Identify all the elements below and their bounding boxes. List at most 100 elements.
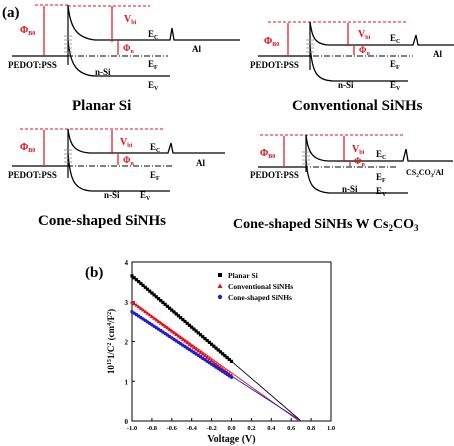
band-diagram-planar-si: ΦB0 Vbi Φn EC EF EV PEDOT:PSS n-Si Al Pl… [8,4,240,114]
phi-b0-label: ΦB0 [260,148,275,160]
data-point-conventional-sinhs [189,343,194,348]
data-point-conventional-sinhs [163,324,168,328]
legend-label: Cone-shaped SiNHs [228,293,292,302]
x-tick-label: 0.8 [307,425,316,432]
ev-label: EV [376,186,387,198]
pedot-label: PEDOT:PSS [250,60,299,70]
ec-label: EC [390,33,400,45]
y-tick-label: 0 [125,418,129,426]
x-tick-label: -0.2 [206,425,216,432]
data-point-conventional-sinhs [202,353,207,358]
metal-label: CS2CO3/Al [406,168,444,179]
conduction-band [305,134,453,162]
legend-marker [217,283,223,288]
ef-label: EF [148,59,158,71]
nsi-label: n-Si [95,67,111,77]
vbi-label: Vbi [352,144,365,156]
legend-label: Conventional SiNHs [228,282,293,291]
x-tick-label: -0.8 [147,425,158,432]
legend-marker [218,273,222,277]
ec-label: EC [150,142,160,154]
data-point-conventional-sinhs [200,352,205,356]
panel-a-label: (a) [2,5,20,21]
pedot-label: PEDOT:PSS [8,60,57,70]
fit-line [131,311,302,422]
data-point-conventional-sinhs [209,358,214,363]
fit-line [131,275,302,422]
ev-label: EV [140,190,151,202]
data-point-conventional-sinhs [180,337,185,341]
data-point-conventional-sinhs [165,325,170,330]
data-point-conventional-sinhs [167,327,172,332]
metal-label: Al [192,44,201,54]
pedot-label: PEDOT:PSS [8,170,57,180]
ec-label: EC [148,29,158,41]
ef-label: EF [376,172,386,184]
x-tick-label: -0.6 [167,425,178,432]
x-tick-label: 0.6 [287,425,296,432]
phi-b0-label: ΦB0 [20,142,35,154]
valence-band [67,39,170,77]
x-axis-label: Voltage (V) [207,434,255,445]
y-tick-label: 4 [125,259,129,267]
y-axis-label: 10151/C2 (cm4/F2) [106,309,116,374]
data-point-conventional-sinhs [205,355,210,359]
y-tick-label: 3 [125,299,129,307]
phi-n-label: Φn [123,155,134,167]
data-point-conventional-sinhs [172,330,177,335]
ev-label: EV [148,80,159,92]
nsi-label: n-Si [342,184,358,194]
band-diagram-conventional-sinhs: ΦB0 Vbi Φn EC EF EV PEDOT:PSS n-Si Al Co… [250,21,454,114]
vbi-label: Vbi [358,29,371,41]
metal-label: Al [196,158,205,168]
ef-label: EF [390,59,400,71]
data-point-conventional-sinhs [198,350,203,355]
legend-label: Planar Si [228,271,258,280]
phi-b0-label: ΦB0 [20,25,35,37]
data-point-conventional-sinhs [191,345,196,350]
x-tick-label: -1.0 [127,425,137,432]
vbi-label: Vbi [120,137,133,149]
data-point-conventional-sinhs [160,322,165,327]
ef-label: EF [150,170,160,182]
pedot-label: PEDOT:PSS [250,170,299,180]
x-tick-label: -0.4 [187,425,198,432]
diagram-caption: Cone-shaped SiNHs W Cs2CO3 [233,217,419,233]
valence-band [309,44,408,82]
diagram-caption: Conventional SiNHs [292,98,423,114]
phi-n-label: Φn [354,156,365,168]
x-tick-label: 0.2 [247,425,255,432]
data-point-conventional-sinhs [211,360,216,364]
data-point-conventional-sinhs [194,347,199,351]
phi-n-label: Φn [123,43,134,55]
x-tick-label: 1.0 [327,425,335,432]
nsi-label: n-Si [104,190,120,200]
ev-label: EV [390,80,401,92]
band-diagram-cone-shaped-sinhs-cs2co3: ΦB0 Vbi Φn EC EF EV PEDOT:PSS n-Si CS2CO… [233,134,453,233]
legend-marker [217,294,223,300]
ec-label: EC [376,149,386,161]
conduction-band [67,128,225,154]
conduction-band [67,4,240,41]
data-point-conventional-sinhs [187,342,192,346]
x-tick-label: 0.4 [267,425,276,432]
panel-b-label: (b) [85,265,103,281]
mott-schottky-chart: -1.0 -0.8 -0.6 -0.4 -0.2 0.0 0.2 0.4 0.6 0.8 1.0 0 1… [106,259,335,445]
data-point-conventional-sinhs [178,335,183,340]
valence-band [67,152,170,192]
data-point-conventional-sinhs [176,334,181,338]
diagram-caption: Cone-shaped SiNHs [38,213,166,229]
diagram-caption: Planar Si [72,98,131,114]
data-point-conventional-sinhs [196,348,201,353]
phi-n-label: Φn [359,45,370,57]
data-point-conventional-sinhs [183,338,188,343]
fit-line [131,301,300,422]
data-point-conventional-sinhs [174,332,179,337]
data-point-conventional-sinhs [169,329,174,333]
data-point-conventional-sinhs [185,340,190,345]
nsi-label: n-Si [338,80,354,90]
phi-b0-label: ΦB0 [264,36,279,48]
vbi-label: Vbi [124,14,137,26]
y-tick-label: 1 [125,378,129,386]
